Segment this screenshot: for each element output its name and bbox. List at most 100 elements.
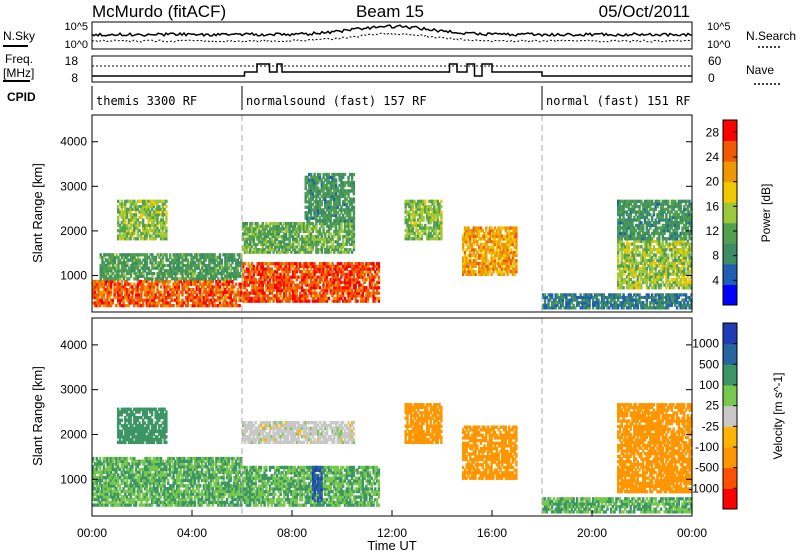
heatmap-cell xyxy=(204,255,207,260)
heatmap-cell xyxy=(247,278,250,282)
heatmap-cell xyxy=(170,269,174,273)
heatmap-cell xyxy=(258,272,261,277)
heatmap-cell xyxy=(170,287,173,292)
heatmap-cell xyxy=(258,288,261,293)
heatmap-cell xyxy=(143,199,147,203)
heatmap-cell xyxy=(167,269,170,273)
heatmap-cell xyxy=(128,269,131,273)
heatmap-cell xyxy=(204,263,207,268)
heatmap-cell xyxy=(217,296,220,300)
heatmap-cell xyxy=(142,287,145,292)
heatmap-cell xyxy=(267,264,270,269)
heatmap-cell xyxy=(158,293,161,297)
heatmap-cell xyxy=(242,296,245,301)
heatmap-cell xyxy=(163,269,166,273)
heatmap-cell xyxy=(224,279,227,284)
heatmap-cell xyxy=(279,283,282,287)
heatmap-cell xyxy=(274,296,277,301)
heatmap-cell xyxy=(192,274,195,278)
heatmap-cell xyxy=(154,226,157,230)
heatmap-cell xyxy=(140,296,143,300)
heatmap-cell xyxy=(144,269,147,273)
heatmap-cell xyxy=(184,285,188,289)
heatmap-cell xyxy=(106,271,109,276)
heatmap-cell xyxy=(281,275,284,279)
heatmap-cell xyxy=(100,293,104,297)
heatmap-cell xyxy=(254,267,257,271)
heatmap-cell xyxy=(183,263,186,268)
heatmap-cell xyxy=(197,274,200,278)
heatmap-cell xyxy=(147,223,150,228)
heatmap-cell xyxy=(226,274,229,278)
heatmap-cell xyxy=(192,279,195,284)
heatmap-cell xyxy=(104,279,107,284)
heatmap-cell xyxy=(190,282,193,286)
heatmap-cell xyxy=(161,298,164,302)
heatmap-cell xyxy=(152,296,156,300)
heatmap-cell xyxy=(111,279,114,284)
heatmap-cell xyxy=(229,279,232,284)
heatmap-cell xyxy=(149,223,152,228)
heatmap-cell xyxy=(242,264,245,269)
heatmap-cell xyxy=(256,291,259,295)
heatmap-cell xyxy=(275,283,279,287)
heatmap-cell xyxy=(120,229,123,233)
heatmap-cell xyxy=(195,277,199,281)
heatmap-cell xyxy=(145,285,148,289)
heatmap-cell xyxy=(204,271,207,276)
heatmap-cell xyxy=(117,237,120,241)
heatmap-cell xyxy=(135,271,138,276)
heatmap-cell xyxy=(161,213,164,217)
heatmap-cell xyxy=(250,262,254,266)
heatmap-cell xyxy=(154,304,157,308)
heatmap-cell xyxy=(286,283,289,287)
heatmap-cell xyxy=(145,215,148,219)
heatmap-cell xyxy=(192,258,195,262)
heatmap-cell xyxy=(124,253,127,257)
heatmap-cell xyxy=(102,296,106,300)
heatmap-cell xyxy=(174,255,177,260)
heatmap-cell xyxy=(279,267,282,271)
heatmap-cell xyxy=(227,266,231,270)
heatmap-cell xyxy=(193,282,197,286)
heatmap-cell xyxy=(103,266,106,270)
heatmap-cell xyxy=(101,263,104,268)
heatmap-cell xyxy=(154,293,157,297)
heatmap-cell xyxy=(103,271,106,276)
heatmap-cell xyxy=(176,266,179,270)
heatmap-cell xyxy=(258,267,261,271)
heatmap-cell xyxy=(261,264,264,269)
heatmap-cell xyxy=(213,261,216,265)
heatmap-cell xyxy=(224,263,227,268)
heatmap-cell xyxy=(158,231,161,236)
station-title: McMurdo (fitACF) xyxy=(92,2,226,21)
heatmap-cell xyxy=(209,266,213,270)
heatmap-cell xyxy=(175,279,179,284)
heatmap-cell xyxy=(183,287,186,292)
heatmap-cell xyxy=(181,258,184,262)
heatmap-cell xyxy=(268,267,272,271)
heatmap-cell xyxy=(515,226,518,230)
cpid-panel: CPID themis 3300 RF normalsound (fast) 1… xyxy=(7,86,691,110)
heatmap-cell xyxy=(154,231,157,236)
heatmap-cell xyxy=(92,296,95,300)
cpid-segment-3: normal (fast) 151 RF xyxy=(546,94,691,108)
heatmap-cell xyxy=(163,296,166,300)
heatmap-cell xyxy=(170,277,174,281)
heatmap-cell xyxy=(117,282,120,286)
heatmap-cell xyxy=(256,262,259,266)
heatmap-cell xyxy=(118,296,122,300)
heatmap-cell xyxy=(242,267,245,271)
heatmap-cell xyxy=(208,255,211,260)
heatmap-cell xyxy=(97,304,100,308)
heatmap-cell xyxy=(227,301,231,305)
heatmap-cell xyxy=(202,277,206,281)
heatmap-cell xyxy=(133,263,136,268)
heatmap-cell xyxy=(243,280,247,285)
heatmap-cell xyxy=(120,285,123,289)
heatmap-cell xyxy=(122,261,126,265)
heatmap-cell xyxy=(102,287,106,292)
heatmap-cell xyxy=(101,271,104,276)
heatmap-cell xyxy=(263,296,266,301)
heatmap-cell xyxy=(158,221,161,225)
